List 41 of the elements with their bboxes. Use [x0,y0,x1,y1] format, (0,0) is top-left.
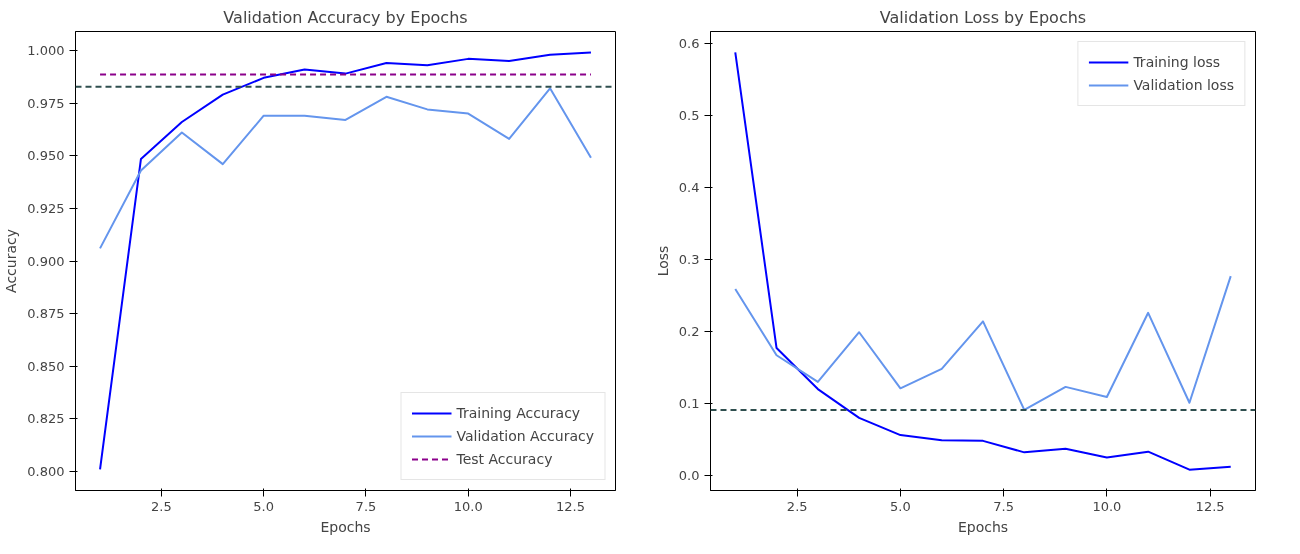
y-tick-label: 0.850 [27,358,65,374]
x-tick-label: 5.0 [253,498,275,514]
y-tick-label: 0.6 [678,36,700,52]
x-axis-title: Epochs [320,518,371,535]
x-tick-label: 2.5 [151,498,172,514]
y-tick-label: 1.000 [27,42,65,58]
y-axis-title: Loss [654,245,671,277]
y-tick-label: 0.5 [678,108,700,124]
x-tick-label: 7.5 [993,498,1014,514]
x-tick-label: 5.0 [890,498,911,514]
y-tick-label: 0.950 [27,148,65,164]
y-tick-label: 0.3 [678,252,700,268]
legend-label: Training loss [1133,54,1221,70]
y-tick-label: 0.875 [27,306,65,322]
chart-title: Validation Loss by Epochs [879,7,1087,27]
x-axis-title: Epochs [957,518,1009,535]
y-tick-label: 0.825 [27,411,65,427]
x-tick-label: 7.5 [355,498,377,514]
y-tick-label: 0.925 [27,200,65,216]
legend-label: Test Accuracy [456,451,553,467]
x-tick-label: 2.5 [786,498,808,514]
line-series [99,87,592,250]
chart-title: Validation Accuracy by Epochs [223,7,468,27]
line-series [734,275,1232,411]
y-tick-label: 0.800 [27,464,65,480]
x-tick-label: 12.5 [556,498,585,514]
y-tick-label: 0.900 [27,253,65,269]
y-tick-label: 0.975 [27,95,65,111]
x-tick-label: 10.0 [1092,498,1122,514]
y-axis-title: Accuracy [3,229,20,293]
y-tick-label: 0.4 [678,180,700,196]
x-tick-label: 10.0 [453,498,483,514]
legend-label: Training Accuracy [456,405,581,421]
legend-label: Validation loss [1133,77,1234,93]
y-tick-label: 0.2 [678,324,700,339]
y-tick-label: 0.1 [678,395,700,411]
legend-label: Validation Accuracy [456,428,594,444]
y-tick-label: 0.0 [678,467,700,483]
x-tick-label: 12.5 [1195,498,1225,514]
line-series [734,51,1232,471]
line-series [99,51,592,471]
